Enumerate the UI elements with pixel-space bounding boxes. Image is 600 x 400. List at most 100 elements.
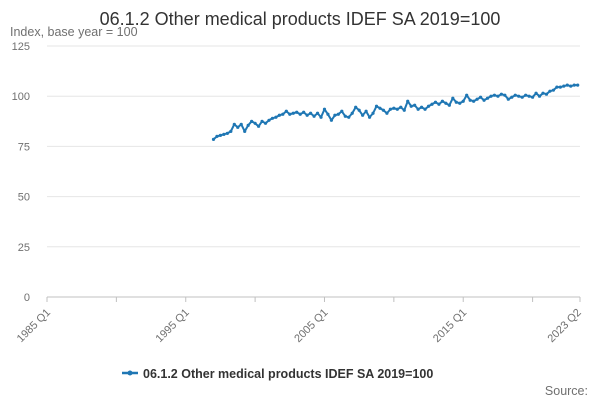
series-line[interactable]: [212, 84, 578, 141]
data-point[interactable]: [354, 105, 358, 109]
data-point[interactable]: [506, 97, 510, 101]
data-point[interactable]: [274, 115, 278, 119]
data-point[interactable]: [537, 94, 542, 98]
data-point[interactable]: [284, 109, 288, 113]
data-point[interactable]: [236, 125, 240, 129]
data-point[interactable]: [350, 111, 354, 115]
data-point[interactable]: [544, 92, 549, 96]
data-point[interactable]: [281, 112, 285, 116]
data-point[interactable]: [395, 107, 399, 111]
data-point[interactable]: [298, 112, 302, 116]
data-point[interactable]: [392, 106, 396, 110]
data-point[interactable]: [413, 103, 417, 107]
data-point[interactable]: [458, 101, 462, 105]
data-point[interactable]: [520, 95, 524, 99]
data-point[interactable]: [256, 124, 261, 128]
data-point[interactable]: [447, 103, 451, 107]
data-point[interactable]: [510, 95, 514, 99]
data-point[interactable]: [211, 137, 216, 141]
data-point[interactable]: [225, 131, 229, 135]
data-point[interactable]: [499, 92, 503, 96]
data-point[interactable]: [527, 94, 531, 98]
data-point[interactable]: [548, 89, 552, 93]
data-point[interactable]: [270, 116, 275, 120]
source-label[interactable]: Source:: [545, 384, 588, 398]
data-point[interactable]: [524, 93, 528, 97]
data-point[interactable]: [423, 107, 427, 111]
data-point[interactable]: [569, 84, 573, 88]
data-point[interactable]: [340, 109, 344, 113]
data-point[interactable]: [312, 114, 316, 118]
data-point[interactable]: [336, 112, 340, 116]
data-point[interactable]: [232, 122, 236, 126]
data-point[interactable]: [468, 98, 472, 102]
data-point[interactable]: [361, 113, 365, 117]
data-point[interactable]: [430, 102, 434, 106]
data-point[interactable]: [218, 133, 223, 137]
data-point[interactable]: [465, 93, 469, 97]
data-point[interactable]: [229, 129, 233, 133]
data-point[interactable]: [531, 95, 535, 99]
data-point[interactable]: [489, 94, 493, 98]
data-point[interactable]: [496, 94, 500, 98]
data-point[interactable]: [378, 106, 382, 110]
data-point[interactable]: [381, 108, 386, 112]
data-point[interactable]: [558, 85, 562, 89]
data-point[interactable]: [222, 132, 226, 136]
data-point[interactable]: [385, 111, 389, 115]
data-point[interactable]: [503, 93, 507, 97]
data-point[interactable]: [565, 83, 569, 87]
data-point[interactable]: [263, 121, 268, 125]
data-point[interactable]: [267, 118, 271, 122]
data-point[interactable]: [371, 111, 375, 115]
data-point[interactable]: [367, 115, 372, 119]
data-point[interactable]: [406, 99, 410, 103]
data-point[interactable]: [357, 108, 361, 112]
data-point[interactable]: [478, 95, 483, 99]
data-point[interactable]: [482, 98, 486, 102]
data-point[interactable]: [433, 100, 438, 104]
data-point[interactable]: [291, 111, 295, 115]
data-point[interactable]: [364, 109, 368, 113]
data-point[interactable]: [388, 107, 392, 111]
data-point[interactable]: [305, 113, 309, 117]
legend[interactable]: 06.1.2 Other medical products IDEF SA 20…: [122, 367, 433, 381]
data-point[interactable]: [475, 97, 479, 101]
data-point[interactable]: [454, 100, 458, 104]
data-point[interactable]: [420, 105, 424, 109]
data-point[interactable]: [513, 93, 517, 97]
data-point[interactable]: [461, 99, 465, 103]
data-point[interactable]: [426, 104, 431, 108]
data-point[interactable]: [576, 83, 580, 87]
data-point[interactable]: [437, 102, 441, 106]
data-point[interactable]: [260, 119, 264, 123]
data-point[interactable]: [517, 94, 521, 98]
data-point[interactable]: [239, 122, 243, 126]
data-point[interactable]: [315, 111, 320, 115]
data-point[interactable]: [444, 101, 448, 105]
data-point[interactable]: [492, 93, 497, 97]
data-point[interactable]: [253, 121, 257, 125]
data-point[interactable]: [440, 99, 445, 103]
data-point[interactable]: [562, 84, 566, 88]
data-point[interactable]: [309, 111, 313, 115]
data-point[interactable]: [246, 123, 250, 127]
data-point[interactable]: [541, 91, 545, 95]
data-point[interactable]: [347, 115, 351, 119]
data-point[interactable]: [374, 104, 379, 108]
data-point[interactable]: [277, 113, 281, 117]
data-point[interactable]: [472, 99, 476, 103]
data-point[interactable]: [551, 88, 556, 92]
data-point[interactable]: [534, 91, 538, 95]
data-point[interactable]: [215, 134, 219, 138]
data-point[interactable]: [451, 96, 455, 100]
data-point[interactable]: [322, 107, 327, 111]
data-point[interactable]: [319, 115, 323, 119]
data-point[interactable]: [302, 110, 306, 114]
data-point[interactable]: [343, 114, 347, 118]
data-point[interactable]: [416, 107, 420, 111]
data-point[interactable]: [409, 104, 413, 108]
data-point[interactable]: [555, 85, 559, 89]
data-point[interactable]: [295, 110, 299, 114]
data-point[interactable]: [402, 108, 406, 112]
